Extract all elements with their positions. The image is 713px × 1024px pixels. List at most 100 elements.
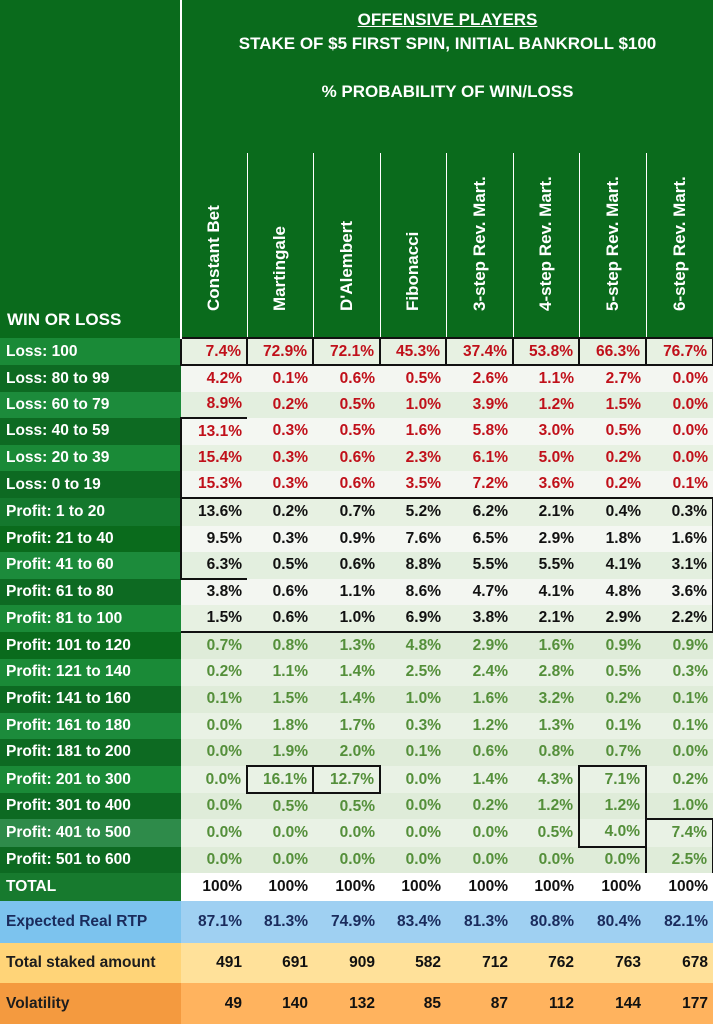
value-cell: 4.1% xyxy=(579,551,646,579)
value-cell: 1.4% xyxy=(313,685,380,713)
value-cell: 0.2% xyxy=(579,471,646,499)
row-label-profit-81-to-100: Profit: 81 to 100 xyxy=(0,605,181,633)
value-cell: 0.6% xyxy=(313,365,380,392)
value-cell: 5.5% xyxy=(513,551,579,579)
value-cell: 0.3% xyxy=(247,444,313,472)
value-cell: 1.0% xyxy=(646,793,713,820)
value-cell: 0.0% xyxy=(380,793,446,820)
row-label-profit-501-to-600: Profit: 501 to 600 xyxy=(0,846,181,873)
row-label-loss-20-to-39: Loss: 20 to 39 xyxy=(0,444,181,472)
value-cell: 12.7% xyxy=(313,765,381,795)
table-row: Profit: 21 to 40 9.5% 0.3% 0.9% 7.6% 6.5% 2.9%… xyxy=(0,525,713,552)
table-row: Profit: 81 to 100 1.5% 0.6% 1.0% 6.9% 3.8% 2.1… xyxy=(0,605,713,634)
summary-value-cell: 100% xyxy=(446,872,513,901)
value-cell: 0.1% xyxy=(579,712,646,739)
value-cell: 45.3% xyxy=(379,337,446,367)
row-label-profit-201-to-300: Profit: 201 to 300 xyxy=(0,766,181,794)
value-cell: 0.3% xyxy=(380,712,446,739)
row-label-profit-101-to-120: Profit: 101 to 120 xyxy=(0,632,181,660)
value-cell: 2.7% xyxy=(579,365,646,392)
value-cell: 1.0% xyxy=(313,605,380,634)
summary-value-cell: 81.3% xyxy=(446,900,513,944)
value-cell: 0.5% xyxy=(313,391,380,418)
column-header-label: D'Alembert xyxy=(336,221,356,312)
summary-value-cell: 49 xyxy=(181,983,247,1024)
value-cell: 0.0% xyxy=(646,444,713,472)
value-cell: 0.7% xyxy=(579,738,646,767)
value-cell: 0.2% xyxy=(646,766,713,794)
column-header-fibonacci: Fibonacci xyxy=(379,153,446,339)
value-cell: 53.8% xyxy=(512,337,579,367)
total-row-label: TOTAL xyxy=(0,872,181,901)
row-label-loss-0-to-19: Loss: 0 to 19 xyxy=(0,471,181,499)
value-cell: 1.5% xyxy=(181,605,247,634)
value-cell: 4.7% xyxy=(446,578,513,606)
value-cell: 3.9% xyxy=(446,391,513,418)
value-cell: 2.9% xyxy=(513,525,579,552)
value-cell: 1.5% xyxy=(247,685,313,713)
value-cell: 0.3% xyxy=(247,417,313,445)
value-cell: 0.7% xyxy=(181,632,247,660)
value-cell: 0.3% xyxy=(247,525,313,552)
table-row: Profit: 41 to 60 6.3% 0.5% 0.6% 8.8% 5.5% 5.5%… xyxy=(0,551,713,580)
value-cell: 3.5% xyxy=(380,471,446,499)
table-row: Profit: 101 to 120 0.7% 0.8% 1.3% 4.8% 2.9% 1.… xyxy=(0,632,713,660)
total-row: TOTAL 100% 100% 100% 100% 100% 100% 100% 100% xyxy=(0,872,713,901)
column-header-constant-bet: Constant Bet xyxy=(180,153,247,339)
summary-value-cell: 112 xyxy=(513,983,579,1024)
value-cell: 2.0% xyxy=(313,738,380,767)
value-cell: 0.8% xyxy=(513,738,579,767)
value-cell: 1.2% xyxy=(513,793,579,820)
value-cell: 0.0% xyxy=(313,846,380,873)
value-cell: 0.0% xyxy=(181,819,247,847)
value-cell: 8.6% xyxy=(380,578,446,606)
value-cell: 1.6% xyxy=(446,685,513,713)
value-cell: 6.5% xyxy=(446,525,513,552)
value-cell: 0.0% xyxy=(181,712,247,739)
column-header-3-step-rev-mart: 3-step Rev. Mart. xyxy=(445,153,513,339)
value-cell: 3.1% xyxy=(646,551,713,579)
summary-value-cell: 87 xyxy=(446,983,513,1024)
value-cell: 0.2% xyxy=(579,685,646,713)
summary-value-cell: 691 xyxy=(247,943,313,984)
table-row: Loss: 60 to 79 8.9% 0.2% 0.5% 1.0% 3.9% 1.2% 1.… xyxy=(0,391,713,418)
value-cell: 1.2% xyxy=(578,793,647,820)
row-header-corner: WIN OR LOSS xyxy=(0,0,182,339)
row-label-loss-100: Loss: 100 xyxy=(0,338,181,366)
value-cell: 0.0% xyxy=(181,793,247,820)
summary-value-cell: 582 xyxy=(380,943,446,984)
value-cell: 0.0% xyxy=(646,365,713,392)
value-cell: 0.5% xyxy=(313,417,380,445)
row-label-loss-80-to-99: Loss: 80 to 99 xyxy=(0,365,181,392)
value-cell: 0.2% xyxy=(247,391,313,418)
value-cell: 0.3% xyxy=(247,471,313,499)
summary-value-cell: 100% xyxy=(380,872,446,901)
value-cell: 0.2% xyxy=(181,659,247,686)
table-row: Profit: 141 to 160 0.1% 1.5% 1.4% 1.0% 1.6% 3.… xyxy=(0,685,713,713)
volatility-row-label: Volatility xyxy=(0,983,181,1024)
value-cell: 7.2% xyxy=(446,471,513,499)
value-cell: 1.2% xyxy=(513,391,579,418)
value-cell: 0.0% xyxy=(380,819,446,847)
value-cell: 1.0% xyxy=(380,391,446,418)
summary-value-cell: 132 xyxy=(313,983,380,1024)
win-or-loss-label: WIN OR LOSS xyxy=(7,310,122,330)
value-cell: 2.1% xyxy=(513,605,579,634)
value-cell: 1.1% xyxy=(247,659,313,686)
value-cell: 16.1% xyxy=(246,765,314,795)
value-cell: 1.3% xyxy=(313,632,380,660)
table-row: Profit: 181 to 200 0.0% 1.9% 2.0% 0.1% 0.6% 0.… xyxy=(0,738,713,767)
value-cell: 2.9% xyxy=(446,632,513,660)
value-cell: 0.1% xyxy=(646,471,713,499)
row-label-profit-181-to-200: Profit: 181 to 200 xyxy=(0,738,181,767)
row-label-profit-121-to-140: Profit: 121 to 140 xyxy=(0,659,181,686)
summary-value-cell: 177 xyxy=(646,983,713,1024)
summary-value-cell: 83.4% xyxy=(380,900,446,944)
summary-value-cell: 491 xyxy=(181,943,247,984)
value-cell: 6.3% xyxy=(180,551,247,580)
table-row: Profit: 301 to 400 0.0% 0.5% 0.5% 0.0% 0.2% 1.… xyxy=(0,793,713,820)
value-cell: 1.1% xyxy=(313,578,380,606)
value-cell: 8.8% xyxy=(380,551,446,579)
value-cell: 72.9% xyxy=(246,337,313,367)
value-cell: 0.6% xyxy=(247,605,313,634)
